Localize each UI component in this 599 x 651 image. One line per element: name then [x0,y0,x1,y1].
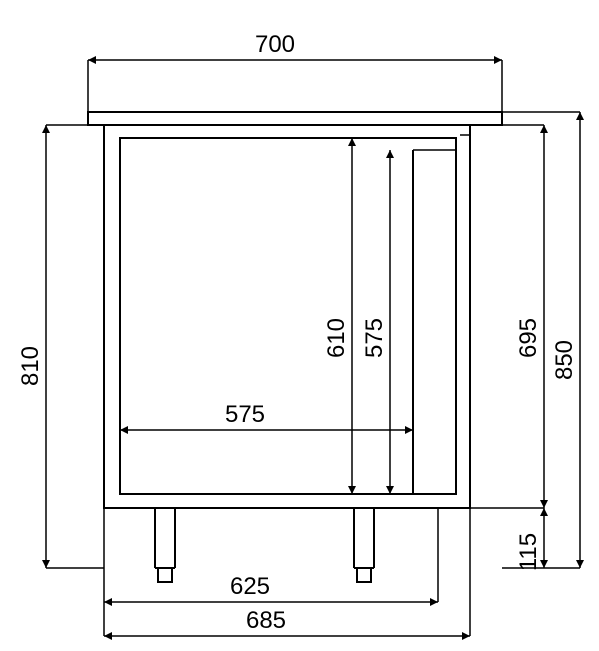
dim-695: 695 [515,318,542,358]
dim-115: 115 [515,533,542,571]
dim-575h: 575 [361,318,388,358]
dim-700: 700 [255,31,295,58]
dim-625: 625 [230,573,270,600]
dim-850: 850 [551,340,578,380]
dim-610: 610 [323,318,350,358]
dim-575w: 575 [225,401,265,428]
dim-685: 685 [246,607,286,634]
dim-810: 810 [17,346,44,386]
